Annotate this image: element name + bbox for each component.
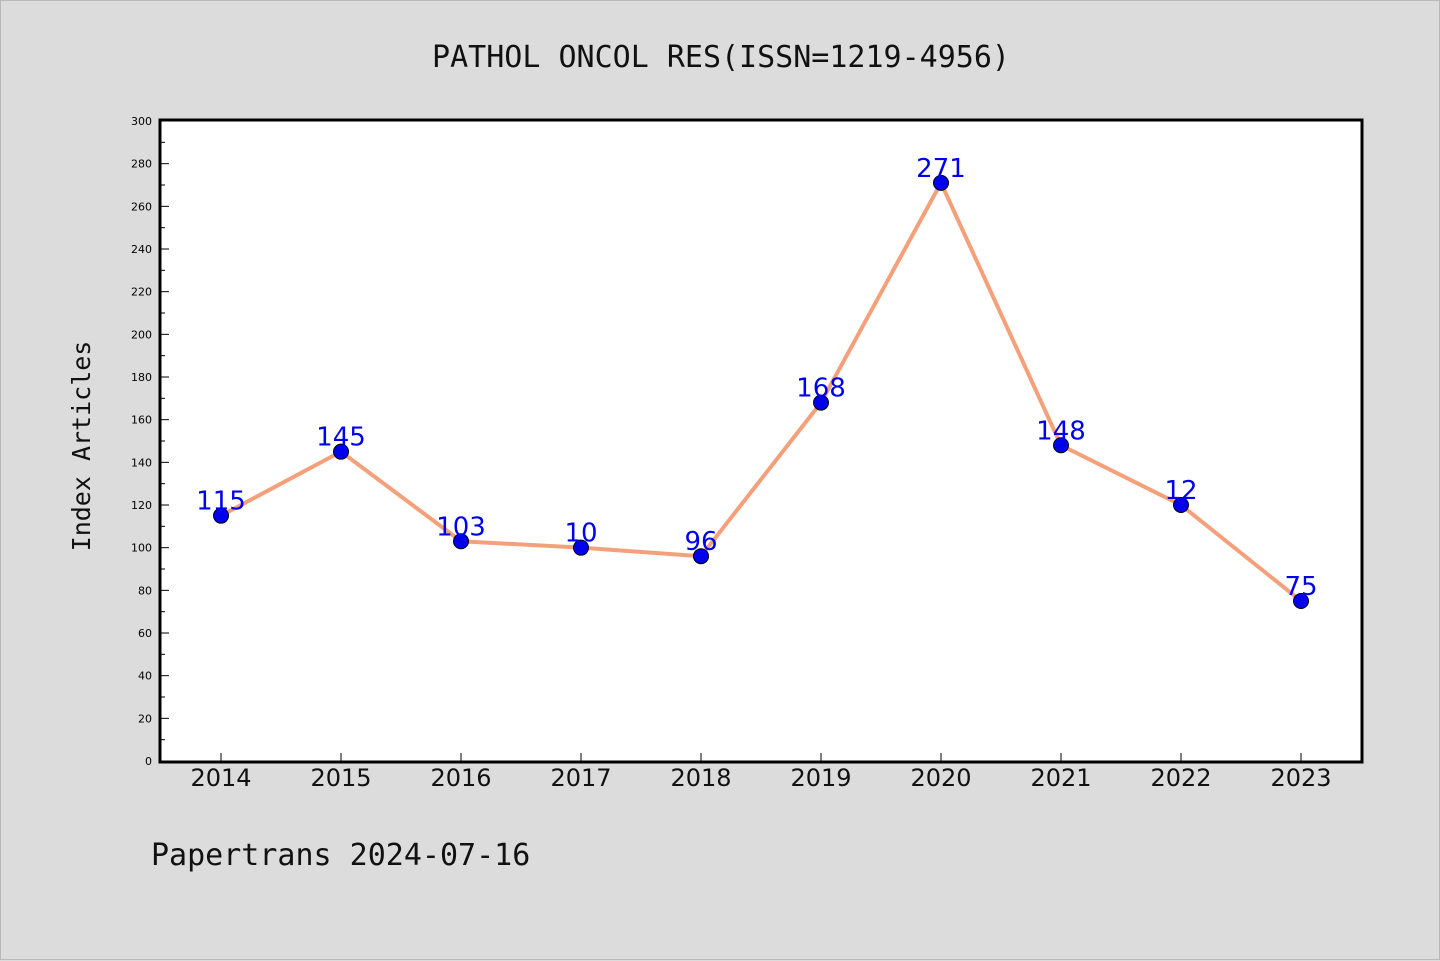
y-tick-label: 120: [131, 499, 152, 512]
y-tick-label: 40: [138, 670, 152, 683]
plot-area: [158, 118, 1364, 764]
data-point: [813, 394, 829, 411]
y-axis: 0 20 40 60 80 100 120 140 160 180 200 220 240 260 280 3…: [131, 115, 169, 768]
y-axis-label: Index Articles: [67, 341, 96, 552]
x-tick-label: 2023: [1270, 764, 1331, 792]
y-tick-label: 20: [138, 712, 152, 725]
y-tick-label: 220: [131, 286, 152, 299]
data-point: [1293, 593, 1309, 609]
y-tick-label: 160: [131, 414, 152, 427]
y-tick-label: 80: [138, 584, 152, 597]
x-tick-label: 2022: [1150, 764, 1211, 792]
data-label: 12: [1164, 476, 1197, 506]
y-tick-label: 100: [131, 542, 152, 555]
y-tick-label: 0: [145, 755, 152, 768]
x-tick-label: 2017: [550, 764, 611, 792]
y-tick-label: 140: [131, 456, 152, 469]
y-tick-label: 300: [131, 115, 152, 128]
data-point: [573, 539, 589, 556]
x-tick-label: 2021: [1030, 764, 1091, 792]
data-point: [933, 174, 949, 191]
data-point: [693, 548, 709, 565]
data-label: 10: [564, 519, 597, 549]
x-tick-label: 2015: [310, 764, 371, 792]
data-label: 96: [684, 527, 717, 557]
x-axis: 2014 2015 2016 2017 2018 2019 2020 2021 2022 2023: [190, 753, 1332, 792]
x-tick-label: 2019: [790, 764, 851, 792]
y-tick-label: 60: [138, 627, 152, 640]
data-label: 168: [796, 374, 846, 404]
data-point: [213, 507, 229, 524]
data-label: 145: [316, 423, 366, 453]
y-tick-label: 180: [131, 371, 152, 384]
data-label: 115: [196, 487, 246, 517]
data-point: [333, 443, 349, 460]
data-label: 75: [1284, 572, 1317, 602]
y-tick-label: 260: [131, 200, 152, 213]
x-tick-label: 2018: [670, 764, 731, 792]
y-tick-label: 240: [131, 243, 152, 256]
data-label: 148: [1036, 416, 1086, 446]
y-tick-label: 200: [131, 328, 152, 341]
series-line: [220, 180, 1303, 603]
data-point: [1173, 497, 1189, 513]
data-label: 103: [436, 512, 486, 542]
data-point: [1053, 437, 1069, 454]
series-index-articles: 115 145 103 10 96 168 271 148 12 75: [196, 154, 1318, 609]
footer-text: Papertrans 2024-07-16: [151, 838, 530, 873]
x-tick-label: 2020: [910, 764, 971, 792]
x-tick-label: 2014: [190, 764, 251, 792]
data-point: [453, 533, 469, 550]
data-label: 271: [916, 154, 966, 184]
chart-title: PATHOL ONCOL RES(ISSN=1219-4956): [432, 40, 1010, 75]
x-tick-label: 2016: [430, 764, 491, 792]
y-tick-label: 280: [131, 158, 152, 171]
